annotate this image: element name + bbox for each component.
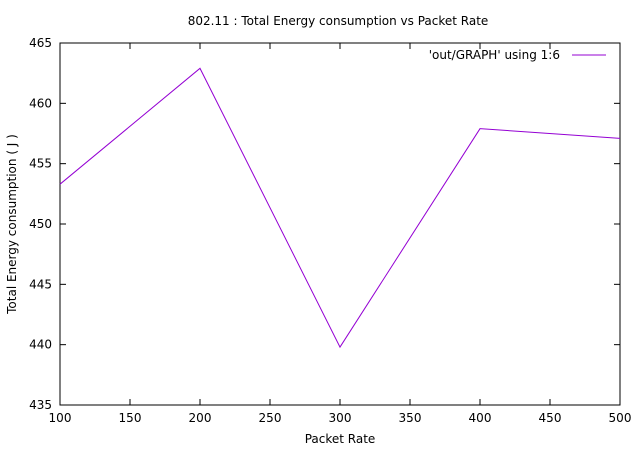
x-tick-label: 200 [189,411,212,425]
x-tick-label: 100 [49,411,72,425]
y-tick-label: 455 [29,157,52,171]
axis-ticks: 100 150 200 250 300 350 400 450 500 435 440 445 450 4… [29,36,631,425]
y-tick-label: 465 [29,36,52,50]
x-tick-label: 450 [539,411,562,425]
chart-title: 802.11 : Total Energy consumption vs Pac… [188,14,489,28]
legend-label-series-1: 'out/GRAPH' using 1:6 [429,48,560,62]
y-tick-label: 460 [29,96,52,110]
x-tick-label: 150 [119,411,142,425]
x-tick-label: 500 [609,411,632,425]
legend: 'out/GRAPH' using 1:6 [429,48,606,62]
x-tick-label: 300 [329,411,352,425]
y-tick-label: 440 [29,338,52,352]
y-tick-label: 435 [29,398,52,412]
y-tick-label: 445 [29,277,52,291]
y-axis-title: Total Energy consumption ( J ) [5,134,19,315]
y-tick-label: 450 [29,217,52,231]
x-tick-label: 400 [469,411,492,425]
series-line-1 [59,67,621,349]
x-tick-label: 250 [259,411,282,425]
x-tick-label: 350 [399,411,422,425]
series-layer [59,67,621,349]
plot-frame [59,42,621,406]
x-axis-title: Packet Rate [305,432,376,446]
